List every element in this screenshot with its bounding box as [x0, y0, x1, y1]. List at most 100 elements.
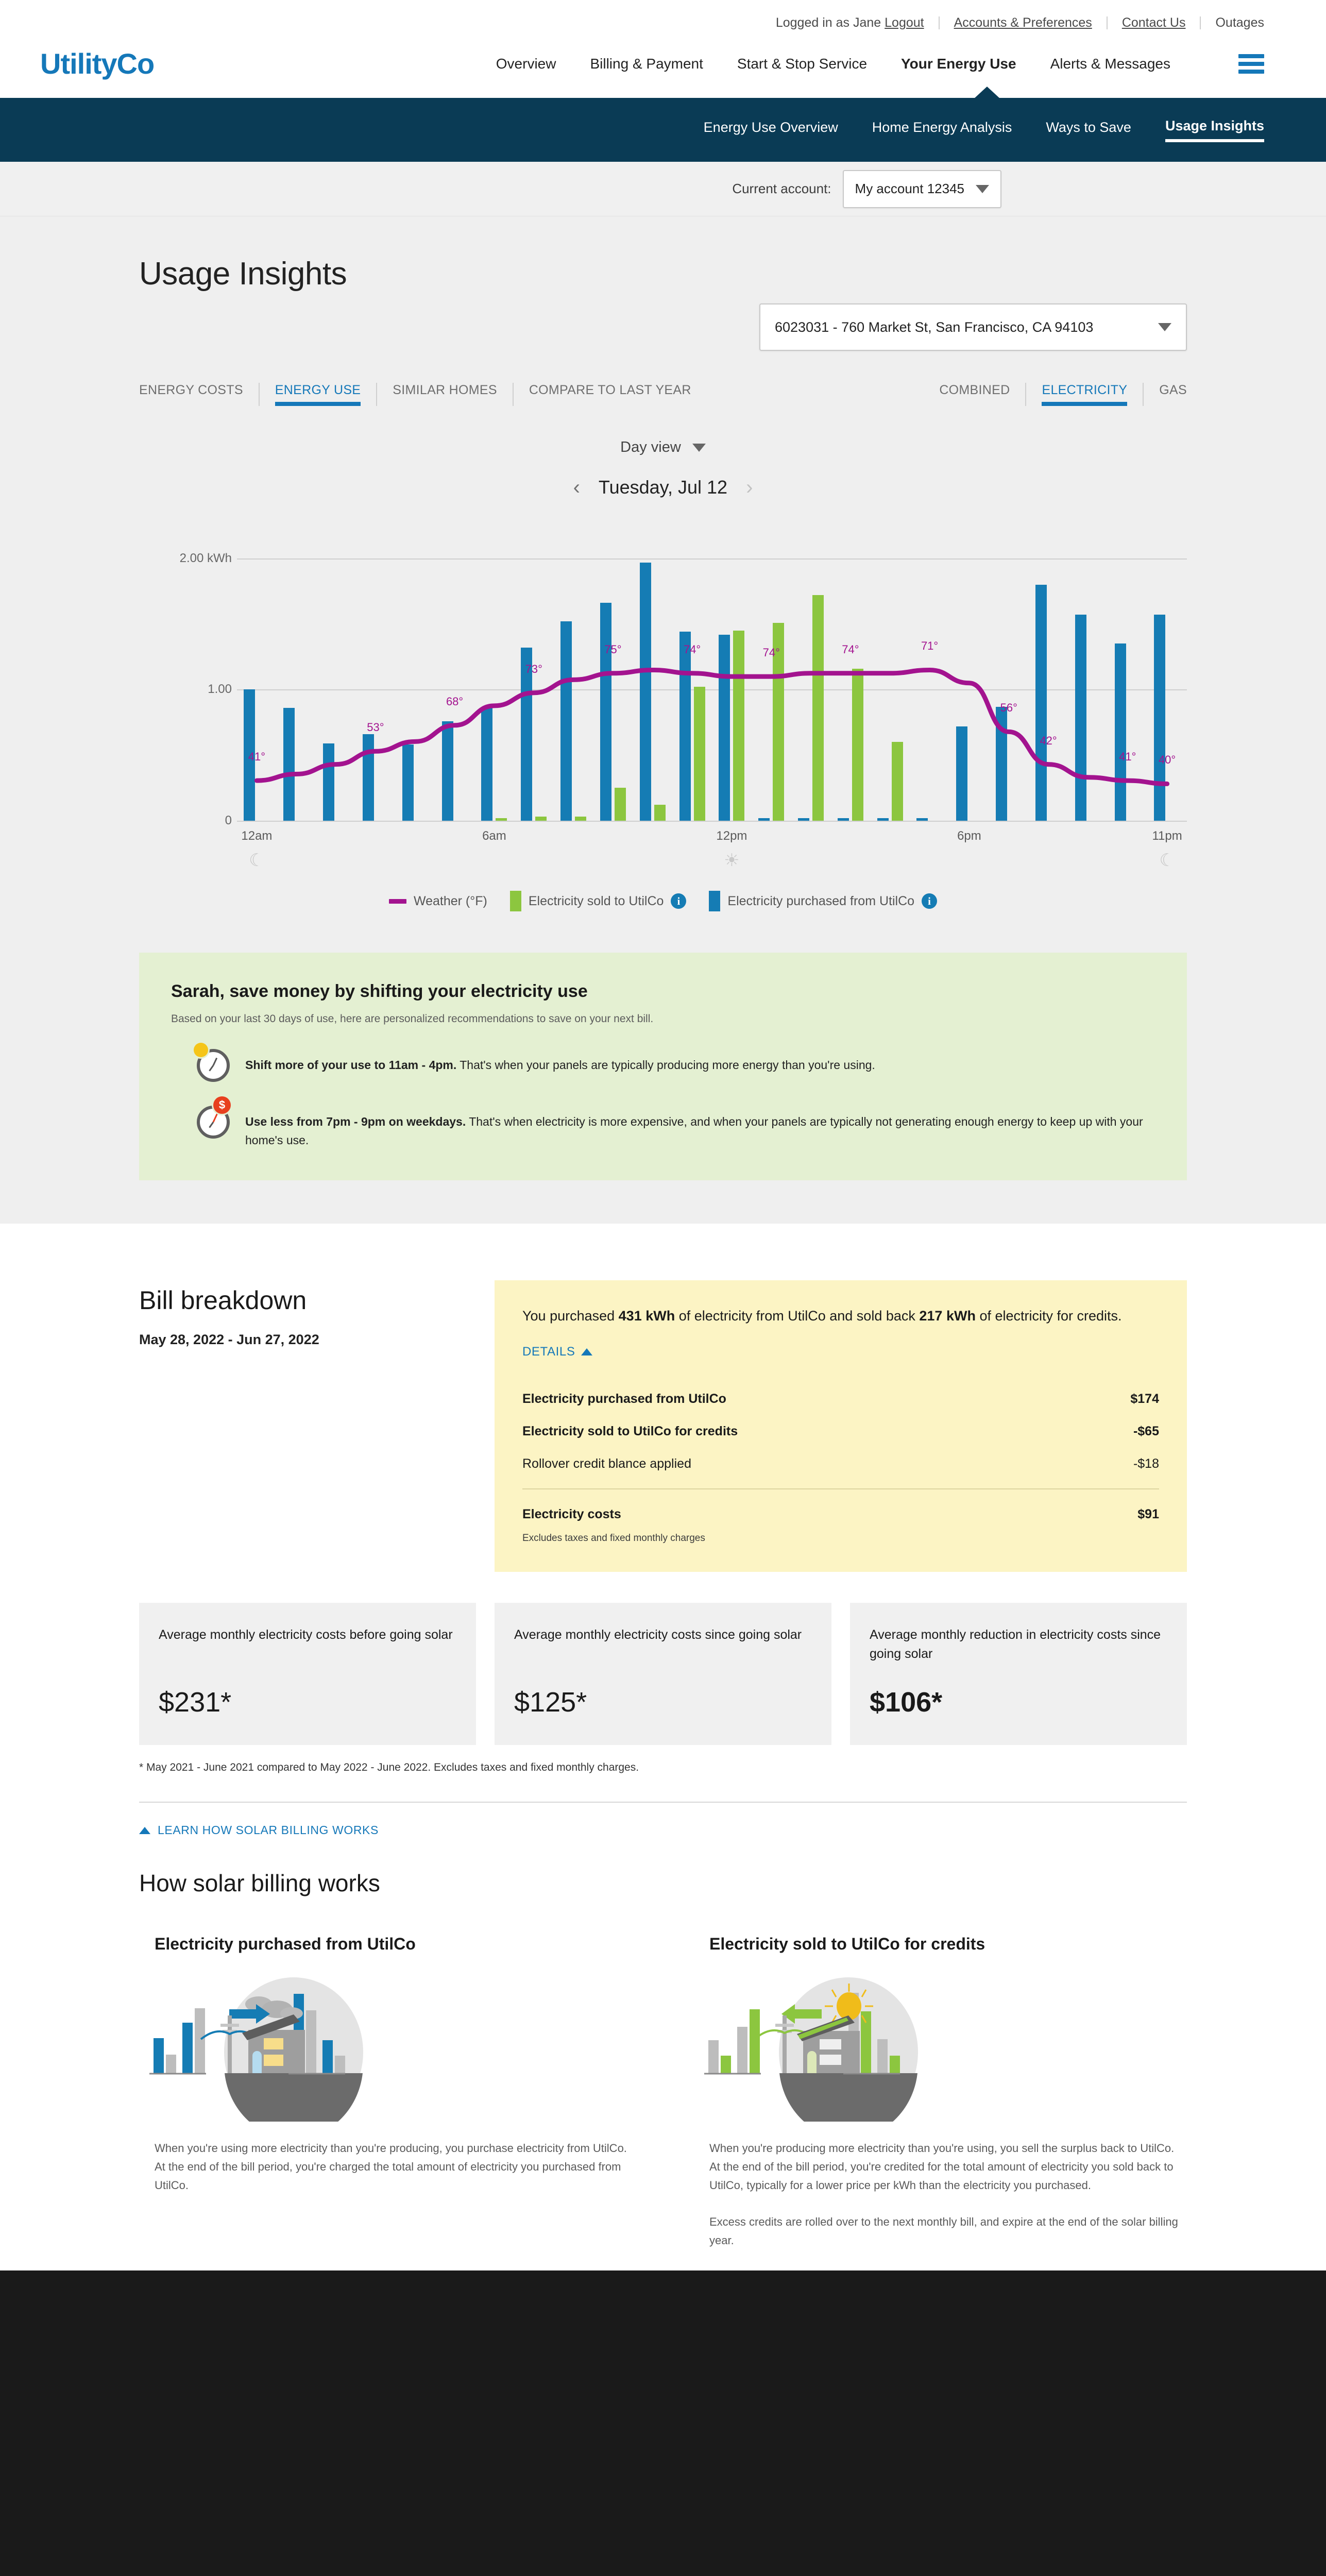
- previous-day-button[interactable]: ‹: [573, 476, 580, 499]
- account-select[interactable]: My account 12345: [842, 170, 1001, 208]
- bar-sold[interactable]: [852, 668, 863, 821]
- legend-item-weather[interactable]: Weather (°F): [388, 894, 487, 909]
- chart-bar-group[interactable]: [633, 532, 672, 821]
- bar-sold[interactable]: [693, 687, 705, 821]
- bar-purchased[interactable]: [402, 744, 414, 821]
- bar-purchased[interactable]: [600, 603, 611, 821]
- nav-item-alerts-messages[interactable]: Alerts & Messages: [1050, 55, 1170, 72]
- bar-purchased[interactable]: [758, 818, 770, 821]
- bar-sold[interactable]: [575, 817, 587, 821]
- next-day-button[interactable]: ›: [746, 476, 753, 499]
- tab-gas[interactable]: GAS: [1159, 383, 1187, 397]
- bar-sold[interactable]: [496, 818, 507, 821]
- bar-purchased[interactable]: [639, 562, 651, 821]
- bar-purchased[interactable]: [1154, 615, 1166, 821]
- chart-bar-group[interactable]: [395, 532, 435, 821]
- logout-link[interactable]: Logout: [885, 15, 924, 30]
- info-icon[interactable]: i: [922, 893, 938, 909]
- bar-purchased[interactable]: [837, 818, 849, 821]
- tab-combined[interactable]: COMBINED: [939, 383, 1027, 406]
- bar-purchased[interactable]: [362, 734, 374, 821]
- solar-column-title: Electricity purchased from UtilCo: [155, 1935, 416, 1954]
- subnav-item-ways-to-save[interactable]: Ways to Save: [1046, 119, 1131, 135]
- nav-item-your-energy-use[interactable]: Your Energy Use: [901, 55, 1016, 72]
- bar-purchased[interactable]: [1075, 615, 1086, 821]
- nav-item-start-stop-service[interactable]: Start & Stop Service: [737, 55, 868, 72]
- bar-purchased[interactable]: [441, 721, 453, 821]
- chart-bar-group[interactable]: [355, 532, 395, 821]
- bar-purchased[interactable]: [560, 621, 572, 821]
- x-axis-tick-label: 11pm: [1152, 829, 1182, 843]
- hamburger-menu-icon[interactable]: [1238, 54, 1264, 74]
- chart-bar-group[interactable]: [1147, 532, 1187, 821]
- bar-sold[interactable]: [654, 805, 666, 821]
- subnav-item-energy-use-overview[interactable]: Energy Use Overview: [703, 119, 838, 135]
- chart-bar-group[interactable]: [672, 532, 712, 821]
- bill-row: Rollover credit blance applied -$18: [522, 1448, 1159, 1480]
- bar-sold[interactable]: [614, 788, 626, 821]
- details-toggle[interactable]: DETAILS: [522, 1345, 593, 1359]
- view-period-select[interactable]: Day view: [0, 439, 1326, 456]
- weather-value-label: 74°: [683, 642, 701, 656]
- chart-bar-group[interactable]: [593, 532, 633, 821]
- outages-link[interactable]: Outages: [1215, 15, 1264, 30]
- chart-bar-group[interactable]: [949, 532, 989, 821]
- legend-item-purchased[interactable]: Electricity purchased from UtilCo i: [709, 891, 938, 911]
- chart-bar-group[interactable]: [752, 532, 791, 821]
- bar-purchased[interactable]: [679, 632, 691, 821]
- bar-purchased[interactable]: [877, 818, 889, 821]
- bar-purchased[interactable]: [798, 818, 809, 821]
- page-root: Logged in as Jane Logout Accounts & Pref…: [0, 0, 1326, 2270]
- info-icon[interactable]: i: [671, 893, 687, 909]
- subnav-item-usage-insights[interactable]: Usage Insights: [1165, 118, 1264, 142]
- chart-bar-group[interactable]: [474, 532, 514, 821]
- tab-energy-use[interactable]: ENERGY USE: [260, 383, 378, 406]
- chart-bar-group[interactable]: [277, 532, 316, 821]
- brand-logo[interactable]: UtilityCo: [40, 47, 155, 80]
- chart-bar-group[interactable]: [237, 532, 277, 821]
- stat-card-caption: Average monthly electricity costs since …: [514, 1628, 802, 1642]
- chart-bar-group[interactable]: [435, 532, 474, 821]
- learn-solar-billing-toggle[interactable]: LEARN HOW SOLAR BILLING WORKS: [0, 1803, 1326, 1837]
- tip-text: Use less from 7pm - 9pm on weekdays. Tha…: [245, 1106, 1155, 1149]
- chart-bar-group[interactable]: [989, 532, 1029, 821]
- bar-purchased[interactable]: [916, 818, 928, 821]
- bar-purchased[interactable]: [481, 708, 493, 821]
- bar-purchased[interactable]: [996, 706, 1008, 821]
- chart-bar-group[interactable]: [791, 532, 831, 821]
- bar-purchased[interactable]: [244, 689, 256, 821]
- tab-energy-costs[interactable]: ENERGY COSTS: [139, 383, 260, 406]
- chart-bar-group[interactable]: [1108, 532, 1147, 821]
- legend-swatch-blue-icon: [709, 891, 721, 911]
- nav-item-overview[interactable]: Overview: [496, 55, 556, 72]
- chart-bar-group[interactable]: [910, 532, 949, 821]
- weather-value-label: 75°: [604, 642, 622, 656]
- subnav-item-home-energy-analysis[interactable]: Home Energy Analysis: [872, 119, 1012, 135]
- legend-label-sold: Electricity sold to UtilCo: [528, 893, 664, 908]
- tab-similar-homes[interactable]: SIMILAR HOMES: [377, 383, 514, 406]
- chart-bar-group[interactable]: [870, 532, 910, 821]
- bar-purchased[interactable]: [719, 634, 730, 821]
- accounts-preferences-link[interactable]: Accounts & Preferences: [954, 15, 1092, 30]
- bar-sold[interactable]: [773, 622, 785, 821]
- chart-bar-group[interactable]: [554, 532, 593, 821]
- bar-sold[interactable]: [812, 595, 824, 821]
- chart-bar-group[interactable]: [830, 532, 870, 821]
- chart-bar-group[interactable]: [1068, 532, 1108, 821]
- bar-purchased[interactable]: [283, 708, 295, 821]
- tab-compare-to-last-year[interactable]: COMPARE TO LAST YEAR: [529, 383, 691, 397]
- bar-sold[interactable]: [891, 742, 903, 821]
- bill-breakdown-grid: Bill breakdown May 28, 2022 - Jun 27, 20…: [0, 1280, 1326, 1572]
- bill-total-value: $91: [1137, 1507, 1159, 1522]
- nav-item-billing-payment[interactable]: Billing & Payment: [590, 55, 703, 72]
- tip-bold-text: Use less from 7pm - 9pm on weekdays.: [245, 1115, 466, 1128]
- bill-breakdown-title: Bill breakdown: [139, 1286, 307, 1315]
- contact-us-link[interactable]: Contact Us: [1121, 15, 1186, 30]
- legend-item-sold[interactable]: Electricity sold to UtilCo i: [509, 891, 687, 911]
- bar-sold[interactable]: [535, 817, 547, 821]
- address-select[interactable]: 6023031 - 760 Market St, San Francisco, …: [759, 303, 1187, 351]
- bar-purchased[interactable]: [956, 726, 968, 821]
- bar-purchased[interactable]: [1114, 643, 1126, 821]
- sun-badge-icon: [194, 1043, 208, 1057]
- tab-electricity[interactable]: ELECTRICITY: [1026, 383, 1144, 406]
